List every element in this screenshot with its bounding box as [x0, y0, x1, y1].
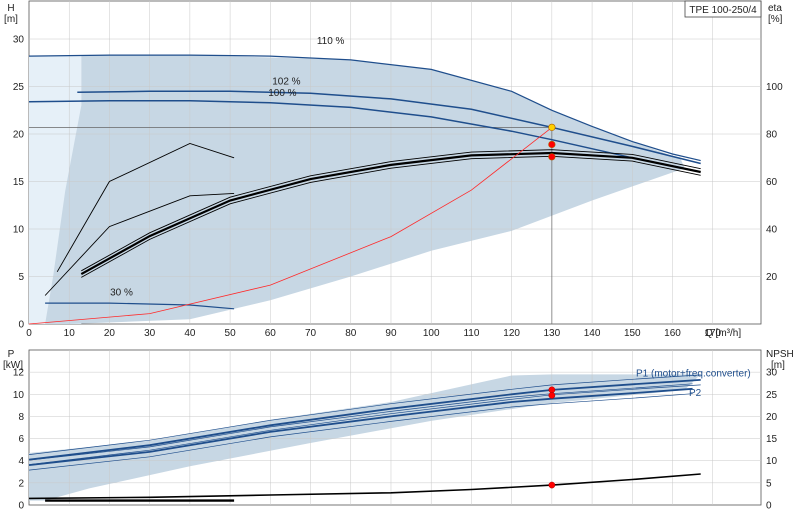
y-right-axis-label: NPSH: [766, 349, 794, 360]
efficiency-curve: [56, 143, 235, 273]
x-tick-label: 0: [26, 328, 32, 339]
y-left-axis-label: H: [7, 3, 14, 14]
y-right-tick-label: 10: [766, 456, 778, 467]
x-tick-label: 30: [144, 328, 156, 339]
y-right-axis-unit: [m]: [771, 360, 785, 371]
y-right-tick-label: 80: [766, 130, 778, 141]
y-left-tick-label: 20: [13, 130, 25, 141]
y-right-tick-label: 25: [766, 390, 778, 401]
y-left-axis-unit: [kW]: [3, 360, 23, 371]
head-curve: [45, 302, 235, 310]
x-tick-label: 120: [503, 328, 520, 339]
power-npsh-panel: 0 2 4 6 8 10 12 0 5 10 15 20 25 30 P[kW] NPSH[m] P1 (mot…: [3, 349, 794, 512]
x-tick-label: 80: [345, 328, 357, 339]
curve-label: P1 (motor+freq.converter): [636, 368, 751, 379]
y-left-tick-label: 0: [18, 320, 24, 331]
x-tick-label: 70: [305, 328, 317, 339]
y-right-tick-label: 40: [766, 225, 778, 236]
y-left-axis-label: P: [8, 349, 15, 360]
operating-point-marker: [548, 481, 556, 489]
y-left-tick-label: 25: [13, 82, 25, 93]
y-left-tick-label: 0: [18, 501, 24, 512]
curve-label: 102 %: [272, 77, 300, 88]
y-left-tick-label: 30: [13, 35, 25, 46]
model-label-box: TPE 100-250/4: [684, 0, 762, 18]
x-tick-label: 110: [463, 328, 479, 339]
x-tick-label: 150: [624, 328, 641, 339]
x-tick-label: 90: [385, 328, 397, 339]
efficiency-curve: [80, 151, 701, 276]
power-curve: [28, 379, 701, 461]
head-curve: [28, 54, 701, 162]
y-right-tick-label: 15: [766, 434, 778, 445]
y-left-tick-label: 12: [13, 368, 25, 379]
system-curve: [28, 127, 553, 325]
curve-label: 110 %: [317, 36, 345, 47]
y-right-axis-unit: [%]: [768, 14, 783, 25]
duty-point-marker: [548, 123, 556, 131]
power-curve-band: [28, 384, 701, 465]
power-curve-band: [28, 383, 693, 461]
power-curve-band: [28, 374, 701, 455]
x-tick-label: 10: [64, 328, 76, 339]
y-left-tick-label: 6: [18, 434, 24, 445]
npsh-curve: [28, 473, 701, 500]
x-axis-label: Q [m³/h]: [705, 328, 741, 339]
model-label: TPE 100-250/4: [689, 5, 757, 16]
head-efficiency-panel: 0 10 20 30 40 50 60 70 80 90 100 110 120 130 140 150 160…: [4, 0, 783, 339]
operating-point-marker: [548, 386, 556, 394]
power-region: [29, 374, 701, 501]
efficiency-curve: [81, 149, 701, 272]
x-tick-label: 60: [265, 328, 277, 339]
y-left-tick-label: 10: [13, 390, 25, 401]
y-right-tick-label: 100: [766, 82, 783, 93]
x-tick-label: 20: [104, 328, 116, 339]
y-right-axis-label: eta: [768, 3, 782, 14]
y-right-tick-label: 20: [766, 412, 778, 423]
y-left-tick-label: 15: [13, 177, 25, 188]
x-tick-label: 160: [664, 328, 681, 339]
x-tick-label: 130: [544, 328, 561, 339]
y-left-tick-label: 10: [13, 225, 25, 236]
y-left-tick-label: 4: [18, 456, 24, 467]
power-curve-band: [28, 393, 693, 471]
y-right-tick-label: 60: [766, 177, 778, 188]
operating-point-marker: [548, 392, 556, 399]
duty-point-marker: [548, 153, 556, 161]
operating-region: [45, 55, 685, 324]
curve-label: 100 %: [268, 88, 296, 99]
curve-label: 30 %: [110, 288, 133, 299]
head-curve: [28, 100, 693, 171]
y-right-tick-label: 30: [766, 368, 778, 379]
y-left-axis-unit: [m]: [4, 14, 18, 25]
y-left-tick-label: 2: [18, 478, 24, 489]
head-curve: [77, 90, 701, 165]
x-tick-label: 140: [584, 328, 601, 339]
y-right-tick-label: 0: [766, 501, 772, 512]
x-tick-label: 170: [704, 328, 721, 339]
power-curve: [28, 387, 693, 466]
duty-point-marker: [548, 140, 556, 149]
y-left-tick-label: 8: [18, 412, 24, 423]
efficiency-curve: [81, 155, 701, 278]
x-tick-label: 50: [225, 328, 237, 339]
curve-label: P2: [689, 388, 702, 399]
x-tick-label: 100: [423, 328, 440, 339]
y-right-tick-label: 20: [766, 272, 778, 283]
y-right-tick-label: 5: [766, 478, 772, 489]
x-tick-label: 40: [184, 328, 196, 339]
y-left-tick-label: 5: [18, 272, 24, 283]
efficiency-curve: [44, 192, 235, 296]
